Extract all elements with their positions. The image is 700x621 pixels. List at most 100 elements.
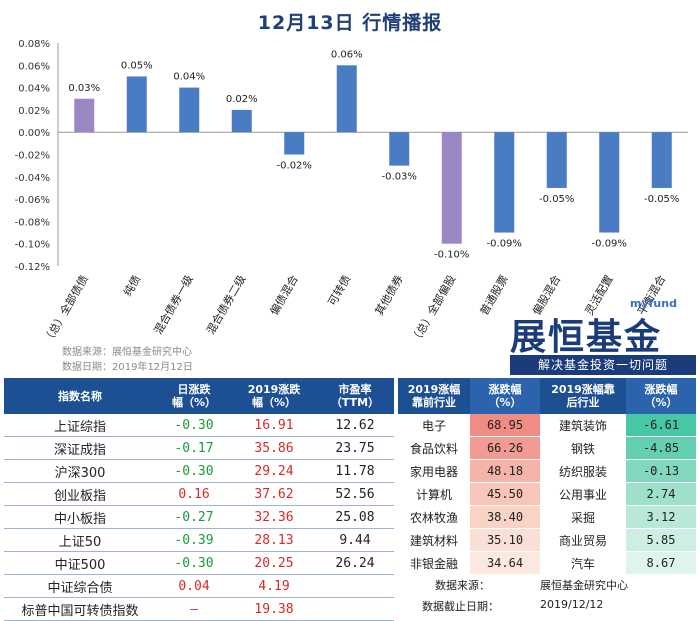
index-name: 创业板指 xyxy=(4,482,156,506)
industry-table-header: 2019涨幅靠 后行业 xyxy=(540,378,626,414)
data-label: 0.03% xyxy=(68,83,100,94)
bottom-industry-name: 建筑装饰 xyxy=(540,414,626,437)
index-pe: 9.44 xyxy=(316,528,394,552)
bar xyxy=(494,132,515,233)
table-row: 深证成指 -0.17 35.86 23.75 xyxy=(4,436,394,460)
table-row: 上证综指 -0.30 16.91 12.62 xyxy=(4,414,394,437)
index-pe xyxy=(316,597,394,621)
index-name: 中证500 xyxy=(4,551,156,575)
index-table-header: 市盈率 （TTM） xyxy=(316,378,394,414)
index-pe xyxy=(316,574,394,598)
y-tick-label: -0.10% xyxy=(15,240,50,251)
top-industry-name: 建筑材料 xyxy=(398,528,470,552)
footer-date-value: 2019/12/12 xyxy=(540,598,604,611)
table-row: 家用电器 48.18 纺织服装 -0.13 xyxy=(398,459,696,483)
index-ytd-change: 19.38 xyxy=(232,597,316,621)
x-tick-label: （总）全部债债 xyxy=(40,273,91,347)
top-industry-change: 35.10 xyxy=(470,528,540,552)
table-row: 中证500 -0.30 20.25 26.24 xyxy=(4,551,394,575)
x-tick-label: 混合债券一级 xyxy=(151,273,196,337)
bottom-industry-change: 8.67 xyxy=(626,551,696,575)
industry-table-header: 2019涨幅 靠前行业 xyxy=(398,378,470,414)
bottom-industry-change: 2.74 xyxy=(626,482,696,506)
bar xyxy=(441,132,462,244)
bar xyxy=(336,65,357,133)
table-row: 中小板指 -0.27 32.36 25.08 xyxy=(4,505,394,529)
top-industry-change: 34.64 xyxy=(470,551,540,575)
page-title: 12月13日 行情播报 xyxy=(257,12,443,34)
index-ytd-change: 28.13 xyxy=(232,528,316,552)
index-ytd-change: 32.36 xyxy=(232,505,316,529)
x-tick-label: 混合债券二级 xyxy=(203,273,248,337)
index-pe: 26.24 xyxy=(316,551,394,575)
bottom-industry-name: 纺织服装 xyxy=(540,459,626,483)
data-label: -0.02% xyxy=(277,161,312,172)
bottom-industry-name: 汽车 xyxy=(540,551,626,575)
logo-text: 展恒基金 xyxy=(510,317,663,358)
index-pe: 11.78 xyxy=(316,459,394,483)
index-day-change: -0.30 xyxy=(156,551,232,575)
bottom-industry-name: 采掘 xyxy=(540,505,626,529)
bar xyxy=(74,98,95,133)
bottom-industry-change: 3.12 xyxy=(626,505,696,529)
bar-chart: -0.12% -0.10% -0.08% -0.06% -0.04% -0.02% 0.00… xyxy=(15,39,688,347)
bar xyxy=(546,132,567,188)
top-industry-name: 农林牧渔 xyxy=(398,505,470,529)
top-industry-name: 非银金融 xyxy=(398,551,470,575)
y-tick-label: -0.04% xyxy=(15,173,50,184)
x-tick-label: 纯债 xyxy=(120,273,143,299)
data-label: 0.02% xyxy=(226,94,258,105)
table-row: 创业板指 0.16 37.62 52.56 xyxy=(4,482,394,506)
bottom-industry-name: 钢铁 xyxy=(540,436,626,460)
data-label: 0.05% xyxy=(121,60,153,71)
y-tick-label: -0.08% xyxy=(15,217,50,228)
index-day-change: 0.04 xyxy=(156,574,232,598)
data-label: -0.10% xyxy=(434,250,469,261)
index-pe: 52.56 xyxy=(316,482,394,506)
x-tick-label: 普通股票 xyxy=(477,273,511,318)
bar xyxy=(284,132,305,155)
table-row: 沪深300 -0.30 29.24 11.78 xyxy=(4,459,394,483)
index-table-header: 日涨跌 幅（%） xyxy=(156,378,232,414)
top-industry-change: 66.26 xyxy=(470,436,540,460)
x-tick-label: （总）全部偏股 xyxy=(408,273,459,347)
table-row: 中证综合债 0.04 4.19 xyxy=(4,574,394,598)
industry-table-header: 涨跌幅 （%） xyxy=(626,378,696,414)
index-table: 指数名称 日涨跌 幅（%） 2019涨跌 幅（%） 市盈率 （TTM） 上证综指 -0.… xyxy=(4,378,394,621)
table-row: 上证50 -0.39 28.13 9.44 xyxy=(4,528,394,552)
index-name: 深证成指 xyxy=(4,436,156,460)
y-tick-label: -0.06% xyxy=(15,195,50,206)
index-name: 标普中国可转债指数 xyxy=(4,597,156,621)
industry-table: 2019涨幅 靠前行业 涨跌幅 （%） 2019涨幅靠 后行业 涨跌幅 （%） 电子 6… xyxy=(398,378,696,575)
y-tick-label: 0.08% xyxy=(18,39,50,50)
index-ytd-change: 37.62 xyxy=(232,482,316,506)
index-ytd-change: 20.25 xyxy=(232,551,316,575)
y-tick-label: -0.02% xyxy=(15,151,50,162)
source-line-1: 数据来源：展恒基金研究中心 xyxy=(62,347,192,358)
y-tick-label: 0.04% xyxy=(18,84,50,95)
index-day-change: -0.27 xyxy=(156,505,232,529)
bottom-industry-change: 5.85 xyxy=(626,528,696,552)
index-table-header: 2019涨跌 幅（%） xyxy=(232,378,316,414)
table-row: 电子 68.95 建筑装饰 -6.61 xyxy=(398,414,696,437)
x-tick-label: 可转债 xyxy=(325,273,354,309)
index-day-change: -0.30 xyxy=(156,414,232,437)
index-ytd-change: 29.24 xyxy=(232,459,316,483)
bar xyxy=(389,132,410,166)
logo-small-text: myfund xyxy=(630,297,677,310)
data-label: -0.03% xyxy=(382,172,417,183)
table-row: 食品饮料 66.26 钢铁 -4.85 xyxy=(398,436,696,460)
index-ytd-change: 16.91 xyxy=(232,414,316,437)
logo-slogan: 解决基金投资一切问题 xyxy=(510,355,696,375)
footer-source-label: 数据来源： xyxy=(435,579,490,592)
footer-date-label: 数据截止日期： xyxy=(422,600,499,613)
top-industry-change: 45.50 xyxy=(470,482,540,506)
index-pe: 23.75 xyxy=(316,436,394,460)
y-tick-label: 0.06% xyxy=(18,61,50,72)
bar xyxy=(599,132,620,233)
bottom-industry-name: 商业贸易 xyxy=(540,528,626,552)
table-row: 建筑材料 35.10 商业贸易 5.85 xyxy=(398,528,696,552)
top-industry-change: 68.95 xyxy=(470,414,540,437)
bar xyxy=(126,76,147,133)
footer-source-value: 展恒基金研究中心 xyxy=(540,579,628,592)
